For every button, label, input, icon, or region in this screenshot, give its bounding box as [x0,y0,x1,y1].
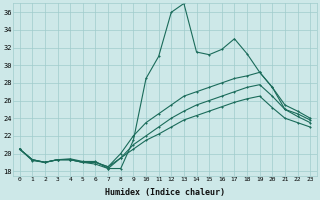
X-axis label: Humidex (Indice chaleur): Humidex (Indice chaleur) [105,188,225,197]
